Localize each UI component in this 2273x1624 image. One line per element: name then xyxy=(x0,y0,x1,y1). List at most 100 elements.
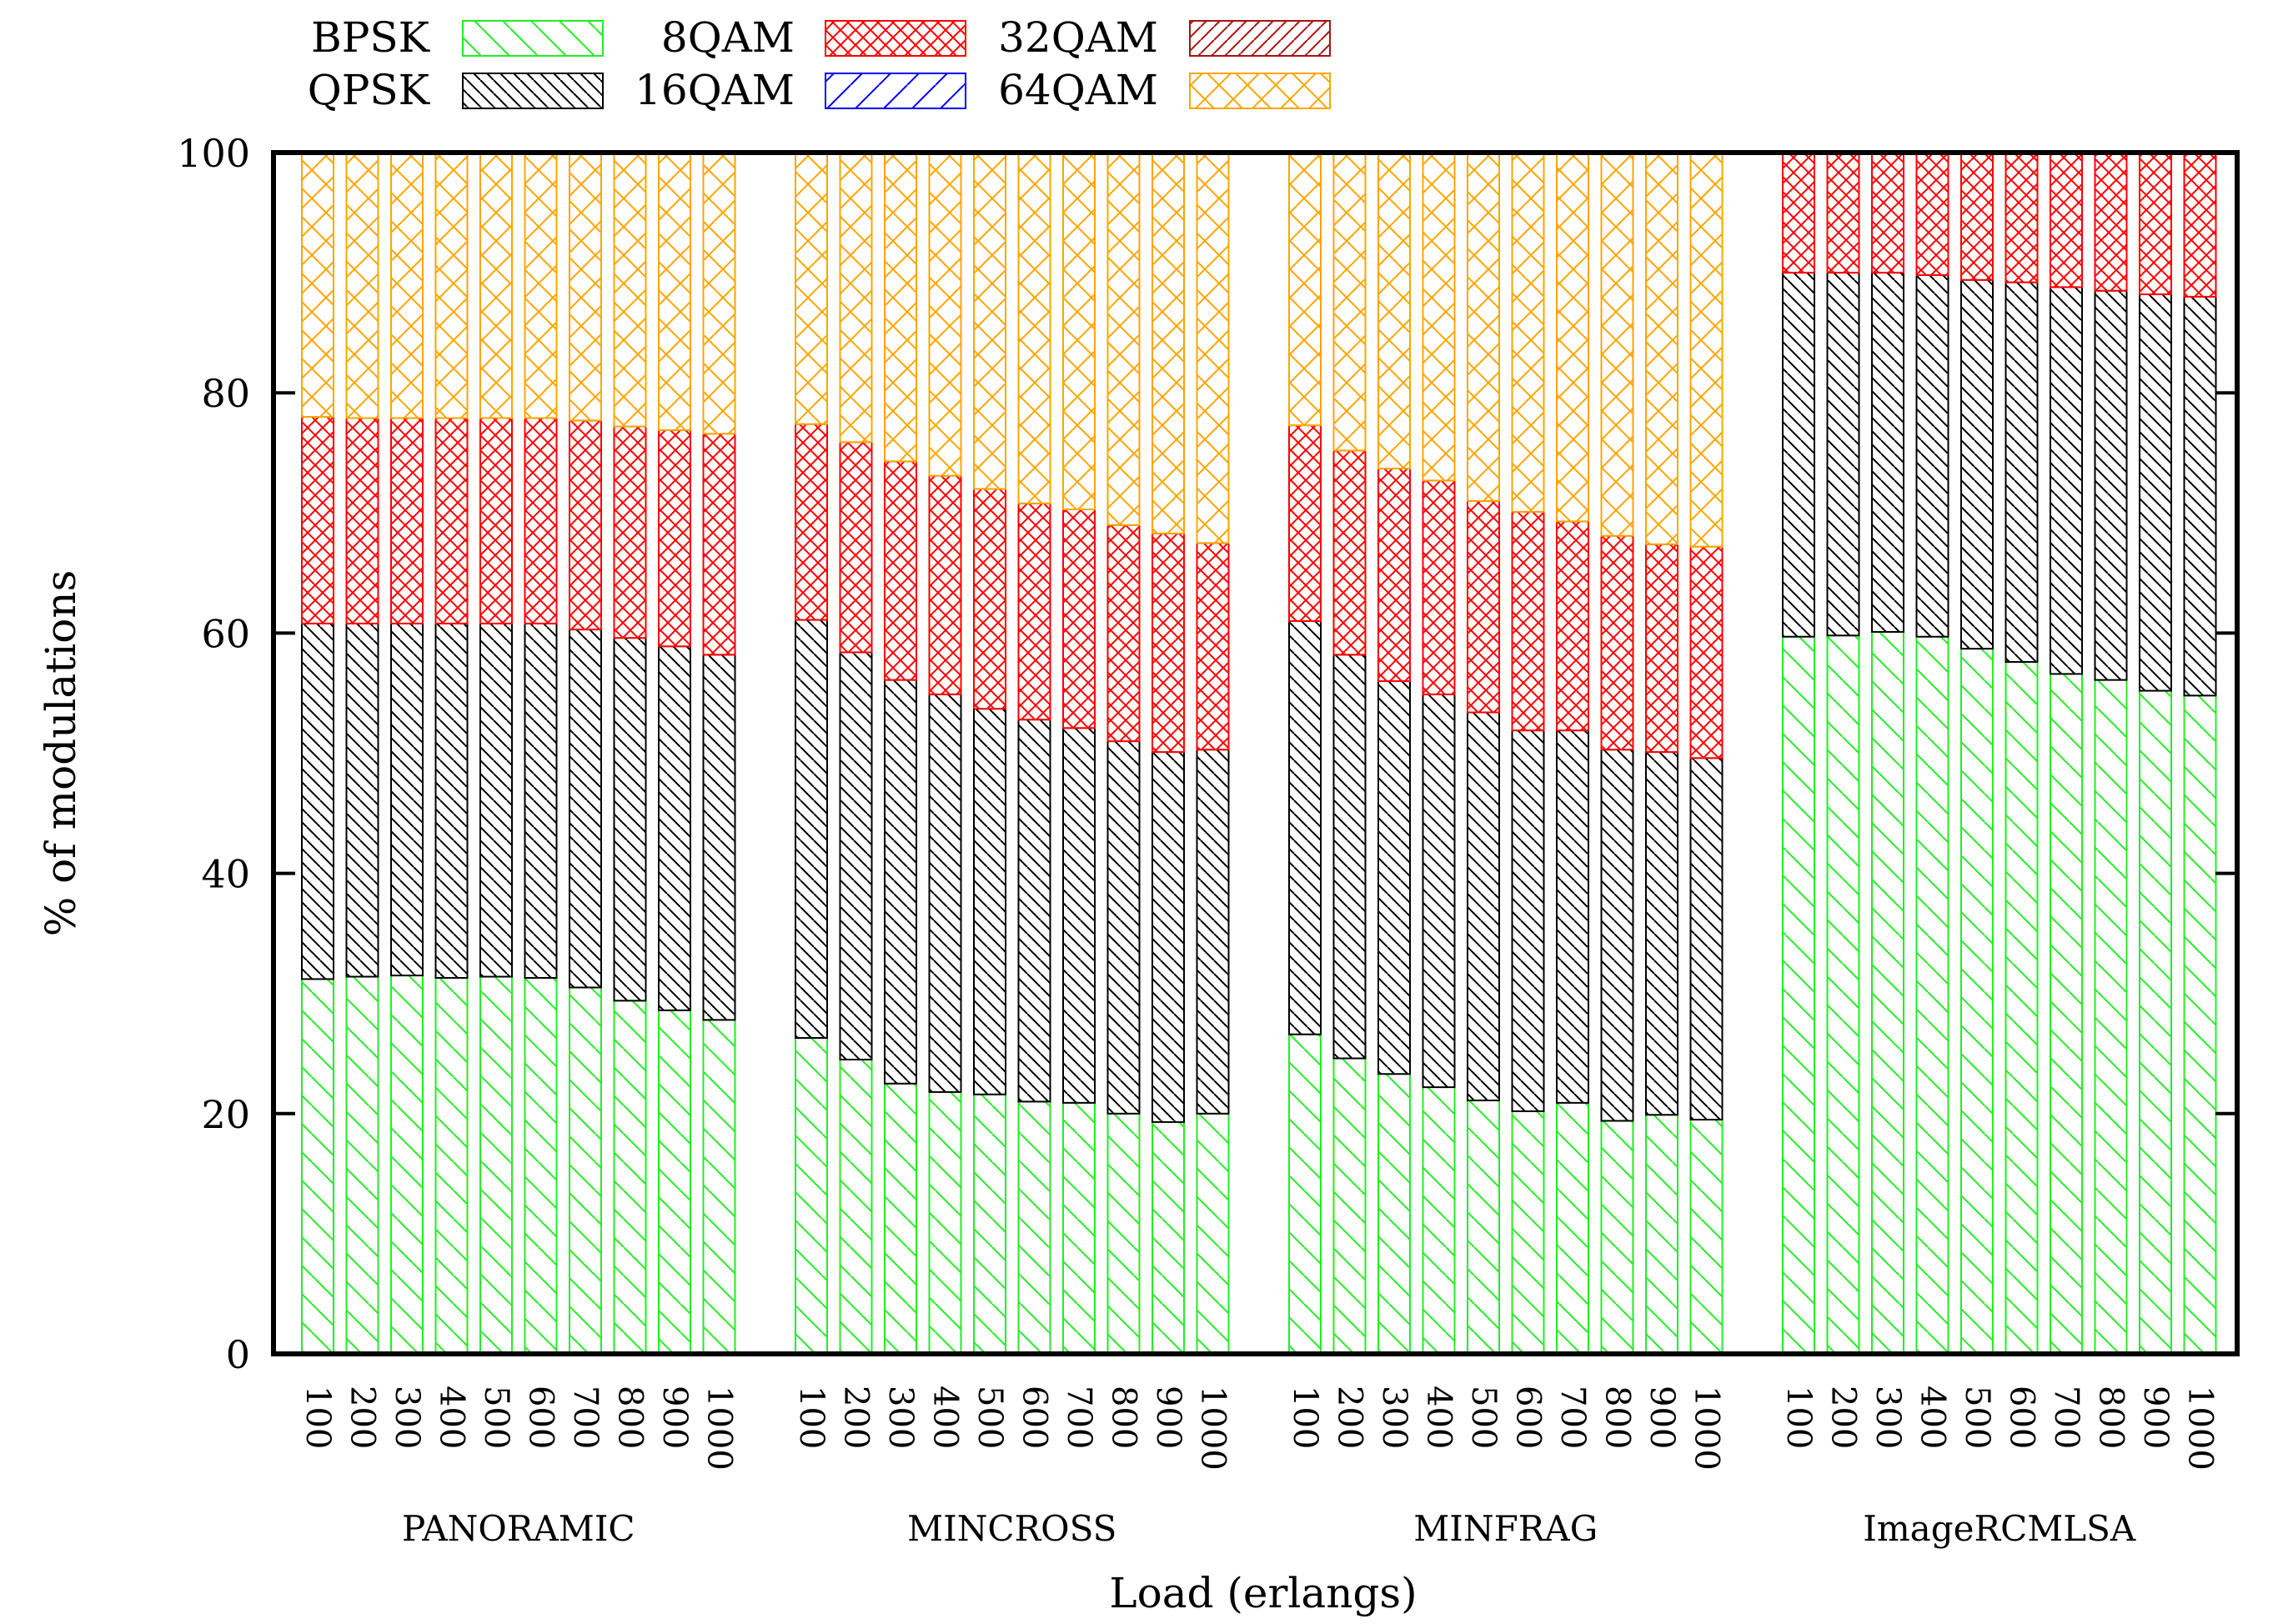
bar-segment-bpsk xyxy=(1645,1114,1678,1355)
group-label: MINCROSS xyxy=(907,1508,1116,1549)
bar-segment-64qam xyxy=(1645,152,1678,545)
bar-segment-8qam xyxy=(2094,152,2128,292)
bar-segment-qpsk xyxy=(390,622,424,977)
x-axis-label: Load (erlangs) xyxy=(1109,1569,1417,1617)
bar-segment-64qam xyxy=(973,152,1006,490)
x-tick-label: 900 xyxy=(1643,1386,1681,1449)
x-tick-label: 400 xyxy=(1420,1386,1458,1449)
bar-segment-qpsk xyxy=(2050,286,2083,675)
bar-segment-qpsk xyxy=(1826,272,1860,637)
bar-segment-bpsk xyxy=(1556,1101,1589,1356)
bar-segment-8qam xyxy=(702,433,736,656)
bar-segment-qpsk xyxy=(1152,751,1185,1123)
x-tick-label: 800 xyxy=(1105,1386,1143,1449)
bar-segment-bpsk xyxy=(928,1090,962,1356)
bar-segment-64qam xyxy=(658,152,691,431)
x-tick-label: 500 xyxy=(477,1386,515,1449)
bar-segment-64qam xyxy=(524,152,558,419)
bar-segment-bpsk xyxy=(1915,635,1949,1355)
y-tick-label: 0 xyxy=(226,1332,250,1377)
legend-label: 64QAM xyxy=(998,66,1158,114)
bar-segment-bpsk xyxy=(1422,1086,1456,1356)
y-tick-label: 80 xyxy=(201,371,250,416)
bar-segment-bpsk xyxy=(1600,1120,1634,1356)
group-label: MINFRAG xyxy=(1413,1508,1598,1549)
x-tick-label: 700 xyxy=(1553,1386,1592,1449)
bar-segment-64qam xyxy=(1196,152,1230,544)
bar-segment-qpsk xyxy=(839,651,873,1060)
bar-segment-qpsk xyxy=(2005,281,2039,663)
bar-segment-64qam xyxy=(569,152,602,422)
x-tick-label: 900 xyxy=(2136,1386,2175,1449)
legend-swatch-qpsk xyxy=(462,73,604,109)
bar-segment-64qam xyxy=(795,152,828,425)
legend-swatch-32qam xyxy=(1189,20,1331,57)
plot-frame xyxy=(271,150,2240,1356)
bar-segment-qpsk xyxy=(569,629,602,989)
bar-segment-8qam xyxy=(2139,152,2172,296)
x-tick-label: 400 xyxy=(926,1386,965,1449)
x-tick-label: 200 xyxy=(1331,1386,1369,1449)
bar-segment-bpsk xyxy=(2050,673,2083,1355)
bar-segment-64qam xyxy=(839,152,873,444)
x-tick-label: 300 xyxy=(881,1386,920,1449)
bar-segment-64qam xyxy=(1106,152,1141,526)
bar-group-panoramic xyxy=(301,152,736,1356)
bar-segment-qpsk xyxy=(1106,740,1141,1115)
bar-segment-8qam xyxy=(569,419,602,631)
x-tick-label: 700 xyxy=(2047,1386,2085,1449)
bar-group-minfrag xyxy=(1288,152,1724,1356)
bar-segment-8qam xyxy=(345,417,379,624)
bar-segment-8qam xyxy=(795,423,828,621)
bar-segment-8qam xyxy=(1377,467,1411,683)
legend-swatch-8qam xyxy=(825,20,966,57)
bar-segment-8qam xyxy=(301,416,334,624)
bar-segment-qpsk xyxy=(1017,719,1051,1103)
bar-segment-qpsk xyxy=(2094,289,2128,681)
bar-segment-qpsk xyxy=(2183,295,2217,697)
bar-segment-bpsk xyxy=(1782,635,1815,1355)
legend-swatch-64qam xyxy=(1189,73,1331,109)
bar-segment-8qam xyxy=(1332,449,1367,656)
bar-segment-bpsk xyxy=(2139,689,2172,1355)
y-tick-label: 20 xyxy=(201,1092,250,1137)
bar-segment-qpsk xyxy=(1871,272,1904,633)
bar-segment-8qam xyxy=(2183,152,2217,298)
bar-group-imagercmlsa xyxy=(1782,152,2217,1355)
bar-segment-64qam xyxy=(479,152,513,419)
bar-segment-qpsk xyxy=(1196,749,1230,1115)
x-tick-label: 700 xyxy=(566,1386,605,1449)
bar-segment-bpsk xyxy=(1689,1119,1724,1355)
x-axis: 100 200 300 400 500 600 700 800 900 1000PANORAMIC… xyxy=(299,1386,2220,1549)
bar-segment-qpsk xyxy=(795,619,828,1040)
bar-segment-8qam xyxy=(479,417,513,624)
bar-segment-qpsk xyxy=(1511,729,1545,1112)
y-axis-label: % of modulations xyxy=(37,570,85,936)
x-tick-label: 1000 xyxy=(700,1386,739,1471)
bar-segment-64qam xyxy=(1377,152,1411,469)
bar-segment-64qam xyxy=(613,152,647,428)
group-label: PANORAMIC xyxy=(402,1508,635,1549)
bar-segment-bpsk xyxy=(658,1009,691,1356)
bar-segment-bpsk xyxy=(884,1082,917,1356)
bar-segment-bpsk xyxy=(973,1093,1006,1356)
legend-label: 32QAM xyxy=(998,13,1158,62)
bar-segment-8qam xyxy=(1689,545,1724,759)
bar-segment-qpsk xyxy=(524,622,558,979)
legend-label: BPSK xyxy=(311,13,431,62)
bar-segment-64qam xyxy=(928,152,962,477)
bar-segment-bpsk xyxy=(2094,679,2128,1355)
legend-label: QPSK xyxy=(308,66,431,114)
bars-layer xyxy=(301,152,2217,1356)
bar-segment-8qam xyxy=(884,460,917,681)
bar-segment-8qam xyxy=(1915,152,1949,276)
y-tick-label: 60 xyxy=(201,611,250,656)
x-tick-label: 600 xyxy=(1016,1386,1054,1449)
bar-segment-64qam xyxy=(1511,152,1545,513)
bar-segment-8qam xyxy=(1600,534,1634,751)
bar-segment-64qam xyxy=(390,152,424,419)
bar-segment-64qam xyxy=(1062,152,1096,510)
bar-segment-bpsk xyxy=(1960,648,1994,1355)
bar-segment-qpsk xyxy=(1556,729,1589,1104)
